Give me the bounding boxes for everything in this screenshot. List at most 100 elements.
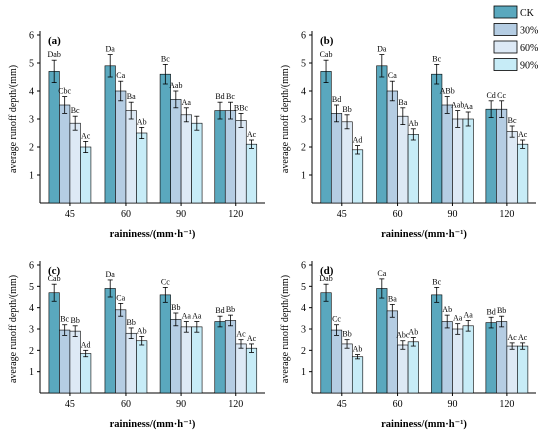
bar [386,90,398,204]
y-tick-label: 1 [29,367,34,378]
significance-label: Bb [226,305,235,314]
significance-label: Bd [332,95,341,104]
significance-label: Bc [161,54,170,63]
legend-swatch [493,40,518,54]
y-tick-label: 6 [29,31,34,42]
x-axis-label: raininess/(mm·h⁻¹) [381,229,467,240]
bar [330,329,343,394]
y-tick-label: 1 [301,367,306,378]
bar [330,113,343,204]
bar [224,110,237,204]
significance-label: Bd [215,92,224,101]
bar [125,332,137,394]
legend: CK 30% 60% 90% [493,5,538,72]
bar [341,121,353,204]
significance-label: Ca [377,269,386,278]
x-tick-label: 45 [65,209,75,220]
x-axis-label: raininess/(mm·h⁻¹) [110,419,196,430]
bar [115,309,127,394]
x-tick-label: 60 [121,209,131,220]
bar [191,122,203,204]
x-tick-label: 45 [337,399,347,410]
bar [386,310,398,394]
significance-label: Cc [332,315,341,324]
y-tick-label: 3 [301,325,306,336]
significance-label: Ad [81,340,91,349]
y-axis-label: average runoff depth/(mm) [8,65,19,173]
significance-label: Bd [215,306,224,315]
bar [235,120,247,204]
y-tick-label: 6 [301,31,306,42]
significance-label: Ab [353,345,363,354]
bar [59,104,71,204]
x-tick-label: 60 [393,399,403,410]
legend-label: 30% [520,26,538,37]
significance-label: Bb [171,303,180,312]
significance-label: Bb [127,318,136,327]
y-tick-label: 6 [29,261,34,272]
y-tick-label: 2 [29,143,34,154]
panel-label: (c) [48,265,61,277]
y-tick-label: 4 [29,87,34,98]
bar [59,329,71,394]
bar [452,118,464,204]
bar [245,143,258,204]
panel-label: (a) [48,35,61,47]
legend-swatch [493,23,518,36]
x-axis-label: raininess/(mm·h⁻¹) [381,419,467,430]
y-tick-label: 5 [29,59,34,70]
bar [452,328,464,394]
bar [320,292,332,394]
y-tick-label: 2 [301,143,306,154]
y-axis-label: average runoff depth/(mm) [280,65,291,173]
x-tick-label: 90 [447,399,457,410]
x-axis-label: raininess/(mm·h⁻¹) [110,229,196,240]
significance-label: Ab [137,326,147,335]
y-tick-label: 4 [301,303,306,314]
significance-label: Aa [192,312,202,321]
significance-label: Aa [453,314,463,323]
bar [407,341,419,394]
x-tick-label: 60 [121,399,131,410]
significance-label: Da [377,45,387,54]
bar [125,110,137,204]
y-tick-label: 2 [301,346,306,357]
panel-label: (d) [320,265,334,277]
significance-label: Ca [116,293,125,302]
bar [136,340,148,394]
significance-label: Ad [353,136,363,145]
x-tick-label: 45 [337,209,347,220]
bar [104,288,116,394]
bar [496,108,508,204]
significance-label: Da [106,270,116,279]
significance-label: Ca [116,71,125,80]
significance-label: Bc [432,277,441,286]
significance-label: Ac [81,131,91,140]
significance-label: Ba [127,92,136,101]
y-tick-label: 4 [29,303,34,314]
bar [407,134,419,204]
bar [320,71,332,204]
significance-label: Ac [518,333,528,342]
bar [224,320,237,394]
legend-label: 60% [520,43,538,54]
significance-label: Aab [451,101,464,110]
bar [214,321,226,394]
bar [431,294,443,394]
significance-label: Bc [226,92,235,101]
x-tick-label: 120 [228,399,243,410]
significance-label: Abc [396,331,410,340]
significance-label: Ac [247,334,257,343]
bar [397,344,409,394]
significance-label: Bc [508,116,517,125]
bar [170,319,182,394]
bar [441,321,453,394]
significance-label: BBc [234,103,249,112]
x-tick-label: 120 [228,209,243,220]
y-tick-label: 3 [29,115,34,126]
bar [180,114,192,204]
bar [48,292,60,394]
bar [506,345,518,394]
y-tick-label: 1 [301,171,306,182]
